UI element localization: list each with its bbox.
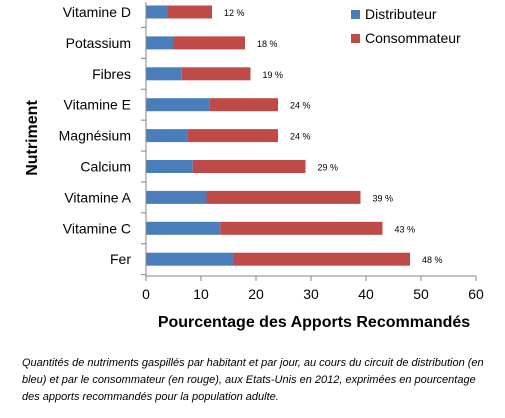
bar-distributeur xyxy=(146,221,221,235)
stacked-bar-chart: Vitamine D Potassium Fibres Vitamine E Magné… xyxy=(24,2,484,331)
bar-consommateur xyxy=(187,129,278,143)
x-tick-label: 40 xyxy=(358,286,374,302)
bar-distributeur xyxy=(146,36,174,50)
y-axis-title: Nutriment xyxy=(24,100,41,176)
total-label: 43 % xyxy=(395,224,416,234)
x-tick-label: 10 xyxy=(193,286,209,302)
bar-consommateur xyxy=(173,36,245,50)
category-labels: Vitamine D Potassium Fibres Vitamine E Magné… xyxy=(59,4,132,267)
bar-distributeur xyxy=(146,67,182,81)
bar-distributeur xyxy=(146,190,207,204)
total-label: 24 % xyxy=(290,132,311,142)
total-label: 48 % xyxy=(422,255,443,265)
total-label: 12 % xyxy=(224,8,245,18)
x-tick-label: 60 xyxy=(468,286,484,302)
x-tick-label: 20 xyxy=(248,286,264,302)
category-label: Potassium xyxy=(66,35,131,51)
bar-distributeur xyxy=(146,160,193,173)
bar-distributeur xyxy=(146,252,234,266)
category-label: Vitamine A xyxy=(64,189,131,205)
legend-label: Distributeur xyxy=(365,6,437,22)
category-label: Magnésium xyxy=(59,128,131,144)
legend-swatch xyxy=(351,10,360,19)
x-tick-label: 30 xyxy=(303,286,319,302)
x-axis: 0 10 20 30 40 50 60 xyxy=(141,2,484,302)
category-label: Calcium xyxy=(80,159,131,175)
bar-consommateur xyxy=(168,5,212,19)
bar-distributeur xyxy=(146,5,168,19)
bar-consommateur xyxy=(181,67,251,81)
legend-swatch xyxy=(351,34,360,43)
total-label: 24 % xyxy=(290,101,311,111)
category-label: Vitamine C xyxy=(63,220,131,236)
bar-consommateur xyxy=(206,190,361,204)
legend: Distributeur Consommateur xyxy=(351,6,461,46)
x-tick-label: 0 xyxy=(142,286,150,302)
x-axis-title: Pourcentage des Apports Recommandés xyxy=(158,314,470,331)
bar-distributeur xyxy=(146,98,210,112)
total-labels: 12 % 18 % 19 % 24 % 24 % 29 % 39 % 43 % 48 % xyxy=(224,8,443,265)
x-tick-label: 50 xyxy=(413,286,429,302)
total-label: 39 % xyxy=(373,193,394,203)
category-label: Fer xyxy=(110,251,131,267)
bar-distributeur xyxy=(146,129,188,143)
figure-caption: Quantités de nutriments gaspillés par ha… xyxy=(22,357,484,403)
total-label: 18 % xyxy=(257,39,278,49)
total-label: 19 % xyxy=(263,70,284,80)
legend-label: Consommateur xyxy=(365,30,461,46)
bars-group xyxy=(146,5,410,266)
bar-consommateur xyxy=(209,98,278,112)
total-label: 29 % xyxy=(318,163,339,173)
category-label: Vitamine D xyxy=(63,4,131,20)
category-label: Vitamine E xyxy=(64,97,131,113)
bar-consommateur xyxy=(220,221,383,235)
bar-consommateur xyxy=(192,160,306,173)
category-label: Fibres xyxy=(92,66,131,82)
bar-consommateur xyxy=(234,252,410,266)
